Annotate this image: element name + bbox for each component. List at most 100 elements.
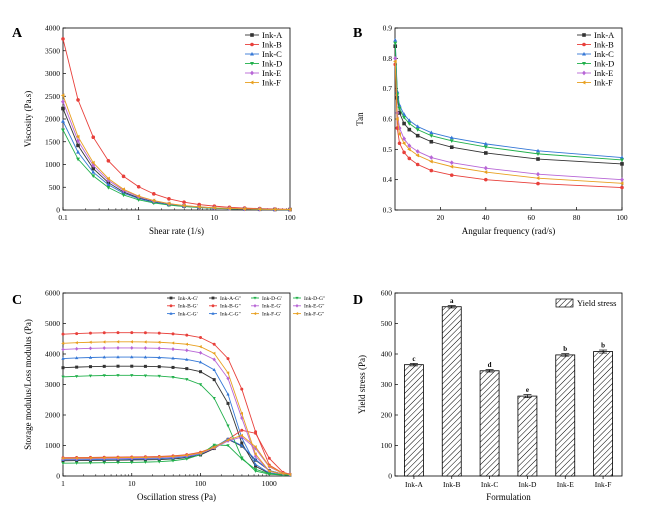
chart-c-legend-label: Ink-C-G' [178, 312, 198, 318]
chart-a-data-point [166, 201, 171, 206]
chart-c-data-point [198, 350, 203, 355]
chart-b-legend-marker [582, 51, 586, 56]
chart-c-data-point [185, 378, 189, 382]
chart-c-data-point [102, 340, 106, 344]
chart-b-data-point [415, 162, 420, 167]
chart-c-xtick-label: 100 [195, 479, 207, 488]
chart-c-legend-marker [295, 312, 299, 316]
chart-c-legend-label: Ink-A-G'' [220, 296, 241, 302]
chart-d-xtick-label: Ink-C [481, 480, 499, 489]
chart-c-data-point [88, 346, 93, 351]
chart-b-data-point [449, 139, 454, 143]
chart-a-data-point [91, 160, 95, 165]
chart-b-ytick-label: 0.9 [383, 24, 393, 33]
chart-b-xtick-label: 80 [573, 213, 581, 222]
chart-c-legend-marker [211, 304, 215, 308]
chart-a-data-point [76, 138, 81, 144]
chart-c-legend-label: Ink-D-G'' [304, 296, 325, 302]
chart-a-data-point [61, 106, 65, 111]
chart-d-bar [441, 306, 462, 477]
panel-label-a: A [12, 26, 23, 41]
chart-a-data-point [227, 206, 231, 211]
chart-b-legend-label: Ink-B [594, 39, 614, 49]
chart-c-data-point [171, 375, 175, 379]
chart-b-data-point [429, 139, 434, 144]
chart-c-data-point [171, 459, 175, 463]
chart-a-data-point [167, 197, 171, 201]
chart-a-data-point [76, 143, 80, 148]
chart-a-series-line-2 [62, 38, 291, 210]
chart-c-data-point [288, 472, 292, 477]
chart-c-data-point [116, 374, 120, 378]
chart-c-data-point [226, 392, 230, 396]
chart-c-data-point [116, 456, 120, 460]
chart-c-ytick-label: 5000 [45, 319, 60, 328]
chart-c-data-point [184, 342, 188, 346]
chart-c-data-point [88, 461, 93, 465]
chart-d-xtick-label: Ink-B [443, 480, 461, 489]
chart-c-data-point [75, 365, 79, 369]
chart-b-data-point [449, 160, 454, 166]
chart-c-data-point [116, 461, 120, 465]
chart-a-legend-marker [250, 70, 254, 76]
chart-c-data-point [61, 347, 65, 352]
chart-b-data-point [397, 103, 402, 107]
chart-b-legend-marker [582, 42, 586, 47]
chart-b-data-point [415, 149, 420, 154]
chart-b-frame [394, 27, 623, 211]
chart-c-data-point [157, 340, 161, 344]
chart-b-data-point [407, 122, 412, 126]
chart-c-data-point [143, 460, 148, 464]
chart-b-data-point [397, 125, 402, 131]
chart-a-data-point [76, 157, 81, 162]
chart-c-data-point [143, 340, 147, 344]
chart-d-ylabel: Yield stress (Pa) [357, 355, 367, 414]
chart-a-data-point [76, 150, 81, 154]
chart-b-legend-marker [582, 33, 586, 37]
chart-c-data-point [88, 331, 92, 335]
chart-c-data-point [102, 374, 106, 378]
chart-b-data-point [536, 171, 540, 177]
chart-c-legend-label: Ink-A-G' [178, 296, 198, 302]
chart-a-data-point [197, 204, 201, 209]
chart-c-data-point [226, 376, 230, 381]
chart-c-series-line-11 [62, 436, 291, 475]
chart-a-data-point [106, 159, 111, 163]
chart-c-legend-marker [169, 304, 173, 308]
chart-c-data-point [88, 355, 93, 359]
chart-c-legend-label: Ink-E-G'' [304, 304, 324, 310]
chart-b-legend-label: Ink-D [594, 58, 614, 68]
chart-a-data-point [61, 99, 65, 105]
chart-a-ytick-label: 3500 [45, 46, 60, 55]
chart-c-series-line-3 [62, 356, 291, 476]
chart-b-data-point [619, 181, 624, 186]
chart-b-data-point [415, 153, 420, 158]
chart-a-data-point [136, 184, 141, 189]
chart-c-data-point [253, 462, 258, 466]
chart-a-data-point [121, 193, 126, 198]
chart-c-data-point [143, 364, 147, 368]
chart-c-data-point [198, 451, 202, 455]
chart-a-legend-label: Ink-E [262, 68, 281, 78]
chart-c-data-point [75, 375, 79, 379]
chart-c-data-point [157, 355, 161, 359]
chart-c-data-point [75, 461, 79, 465]
chart-d-ytick-label: 600 [381, 289, 393, 298]
chart-c-data-point [253, 469, 258, 473]
chart-b-ytick-label: 0.7 [383, 84, 393, 93]
chart-a-data-point [75, 134, 80, 139]
chart-a-data-point [242, 206, 247, 211]
chart-c-legend-marker [169, 311, 173, 315]
chart-a: 0 500 1000 1500 2000 2500 3000 3500 4000 0.1 1 10 10… [23, 24, 296, 237]
chart-c-data-point [129, 455, 133, 460]
chart-d-bar [593, 351, 613, 477]
chart-c-data-point [88, 456, 92, 460]
chart-b-data-point [407, 118, 412, 122]
chart-c-data-point [143, 346, 148, 351]
chart-b-data-point [429, 155, 434, 160]
chart-d-legend-label: Yield stress [577, 298, 616, 308]
chart-b-data-point [402, 150, 406, 155]
chart-b-data-point [407, 143, 412, 149]
chart-c-legend-label: Ink-C-G'' [220, 312, 241, 318]
chart-d-xlabel: Formulation [486, 492, 531, 502]
